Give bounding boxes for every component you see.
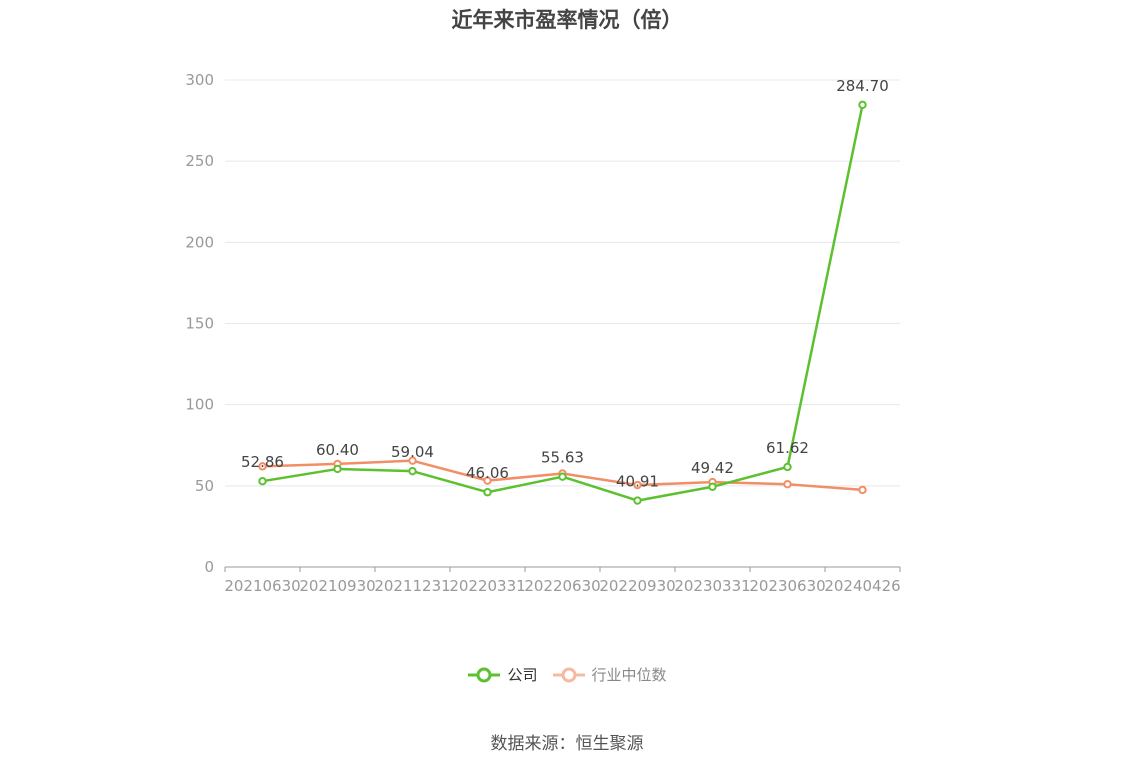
- series: [258, 100, 867, 505]
- y-tick-label: 0: [204, 558, 214, 576]
- data-point-industry: [858, 485, 867, 495]
- data-label: 61.62: [766, 439, 809, 457]
- data-point-industry: [408, 456, 417, 465]
- x-tick-label: 20210630: [224, 577, 300, 595]
- y-tick-label: 250: [185, 152, 214, 170]
- legend-item-industry[interactable]: 行业中位数: [552, 664, 667, 685]
- data-label: 60.40: [316, 441, 359, 459]
- x-tick-label: 20220331: [449, 577, 525, 595]
- legend-item-company[interactable]: 公司: [467, 664, 538, 685]
- legend: 公司 行业中位数: [0, 664, 1134, 685]
- data-point-company: [483, 488, 492, 497]
- data-point-company: [333, 464, 342, 474]
- legend-company-swatch-icon: [468, 667, 501, 682]
- x-tick-label: 20240426: [824, 577, 900, 595]
- data-label: 40.91: [616, 473, 659, 491]
- x-tick-label: 20230630: [749, 577, 825, 595]
- axes: 0 50 100 150 200 250 300 2021063020210930202112…: [185, 71, 900, 595]
- data-point-industry: [783, 480, 792, 489]
- data-point-company: [858, 100, 867, 110]
- legend-company-label: 公司: [507, 666, 538, 684]
- x-tick-label: 20211231: [374, 577, 450, 595]
- data-point-company: [633, 496, 642, 505]
- data-label: 46.06: [466, 464, 509, 482]
- grid-lines: [225, 79, 900, 487]
- data-point-company: [408, 466, 417, 476]
- data-label: 59.04: [391, 443, 434, 461]
- x-tick-label: 20220930: [599, 577, 675, 595]
- y-tick-label: 50: [195, 477, 214, 495]
- data-point-industry: [483, 476, 492, 485]
- y-tick-label: 100: [185, 396, 214, 414]
- legend-industry-label: 行业中位数: [591, 666, 667, 684]
- data-point-industry: [633, 480, 642, 490]
- data-labels: 52.86 60.40 59.04 46.06 55.63 40.91 49.42 61.62…: [241, 77, 889, 491]
- x-tick-label: 20230331: [674, 577, 750, 595]
- data-point-company: [558, 472, 567, 481]
- y-tick-label: 300: [185, 71, 214, 89]
- source-note: 数据来源：恒生聚源: [490, 734, 644, 754]
- data-point-company: [783, 462, 792, 472]
- y-tick-label: 150: [185, 315, 214, 333]
- data-label: 284.70: [836, 77, 889, 95]
- legend-industry-swatch-icon: [552, 667, 585, 682]
- x-tick-label: 20220630: [524, 577, 600, 595]
- data-point-industry: [258, 462, 267, 471]
- data-label: 49.42: [691, 459, 734, 477]
- y-tick-label: 200: [185, 233, 214, 251]
- chart-title: 近年来市盈率情况（倍）: [451, 8, 683, 32]
- data-label: 52.86: [241, 453, 284, 471]
- data-label: 55.63: [541, 449, 584, 467]
- x-tick-label: 20210930: [299, 577, 375, 595]
- data-point-company: [258, 476, 267, 486]
- data-point-company: [708, 482, 717, 491]
